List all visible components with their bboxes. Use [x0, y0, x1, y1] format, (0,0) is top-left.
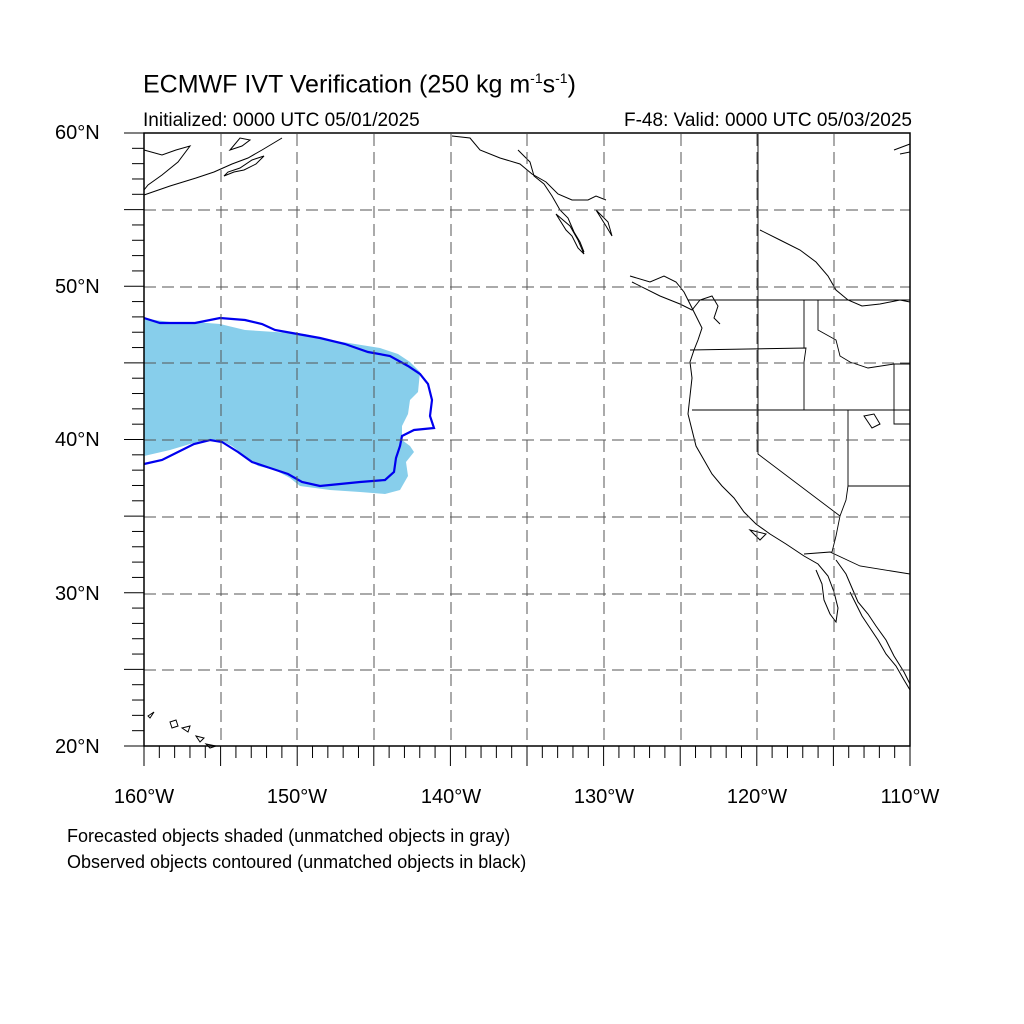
lon-label-150w: 150°W [266, 786, 328, 808]
title-exponent-2: -1 [555, 70, 568, 86]
lat-label-60n: 60°N [55, 122, 100, 144]
title-close: ) [567, 70, 576, 99]
legend-note-forecast: Forecasted objects shaded (unmatched obj… [67, 826, 511, 846]
lon-label-160w: 160°W [113, 786, 175, 808]
map-title: ECMWF IVT Verification (250 kg m-1s-1) [143, 70, 576, 99]
lon-label-130w: 130°W [573, 786, 635, 808]
lon-label-120w: 120°W [726, 786, 788, 808]
lon-label-140w: 140°W [420, 786, 482, 808]
lat-label-50n: 50°N [55, 276, 100, 298]
lon-label-110w: 110°W [880, 786, 940, 808]
lat-label-20n: 20°N [55, 736, 100, 758]
lat-label-40n: 40°N [55, 429, 100, 451]
forecast-object-shading [144, 318, 420, 494]
lat-label-30n: 30°N [55, 583, 100, 605]
legend-note-observed: Observed objects contoured (unmatched ob… [67, 852, 527, 872]
valid-time-label: F-48: Valid: 0000 UTC 05/03/2025 [624, 110, 912, 131]
observed-object-contour [143, 316, 436, 488]
title-exponent-1: -1 [530, 70, 543, 86]
grid-lines [144, 134, 910, 746]
title-text-s: s [542, 70, 556, 99]
axis-ticks [124, 132, 911, 766]
initialized-label: Initialized: 0000 UTC 05/01/2025 [143, 110, 420, 131]
state-borders [688, 134, 911, 575]
title-text: ECMWF IVT Verification (250 kg m [143, 70, 531, 99]
